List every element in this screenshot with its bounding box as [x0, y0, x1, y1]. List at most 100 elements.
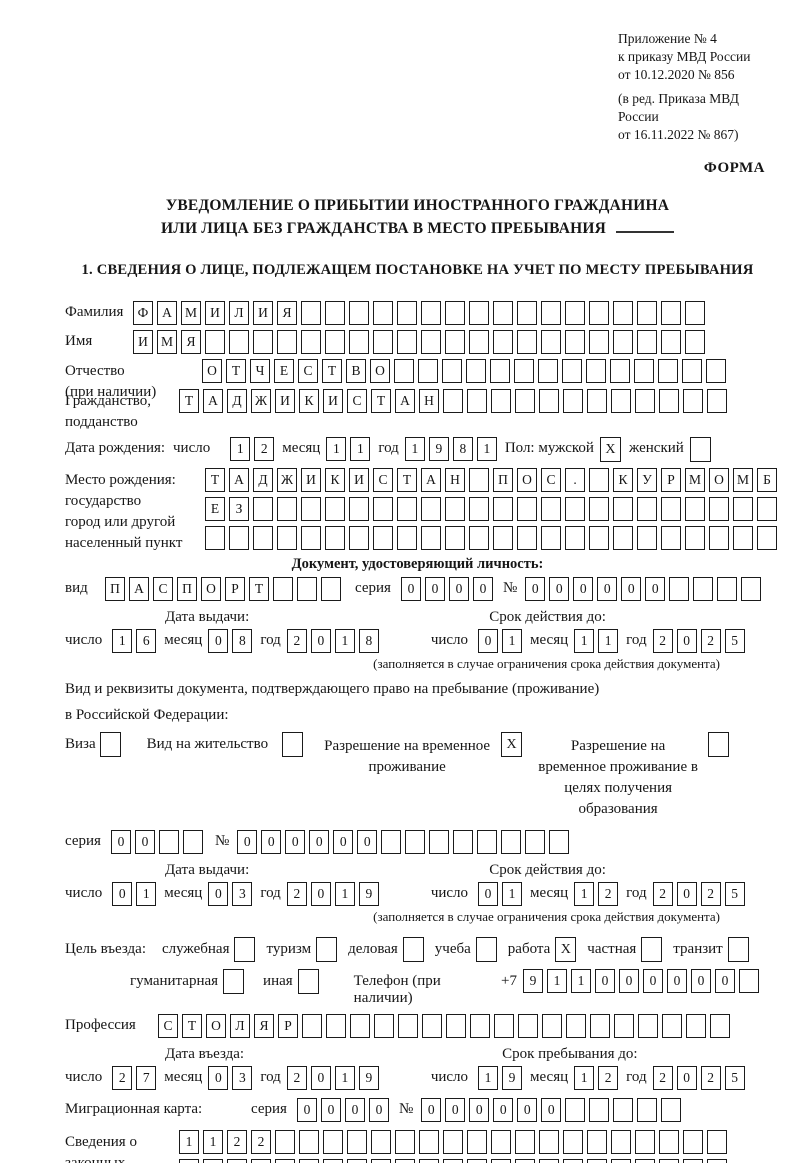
- form-cell: [635, 1130, 655, 1154]
- profession-label: Профессия: [65, 1017, 136, 1033]
- form-cell: [613, 301, 633, 325]
- form-cell: Т: [182, 1014, 202, 1038]
- form-cell: 7: [136, 1066, 157, 1090]
- form-cell: [395, 1159, 415, 1163]
- form-cell: К: [325, 468, 345, 492]
- form-cell: [205, 330, 225, 354]
- form-cell: А: [395, 389, 415, 413]
- form-cell: 3: [232, 1066, 253, 1090]
- annex-line: к приказу МВД России: [618, 49, 751, 64]
- form-cell: 1: [350, 437, 371, 461]
- purpose-transit: транзит: [673, 937, 749, 962]
- form-cell: 9: [358, 882, 379, 906]
- section1-heading: 1. СВЕДЕНИЯ О ЛИЦЕ, ПОДЛЕЖАЩЕМ ПОСТАНОВК…: [81, 262, 754, 278]
- residence-doc-options: Виза Вид на жительство Разрешение на вре…: [65, 732, 770, 820]
- form-cell: [251, 1159, 271, 1163]
- form-cell: [661, 301, 681, 325]
- form-cell: [661, 526, 681, 550]
- form-cell: [371, 1159, 391, 1163]
- form-cell: 0: [676, 882, 697, 906]
- form-cell: 0: [478, 629, 499, 653]
- form-cell: [419, 1130, 439, 1154]
- form-cell: Т: [322, 359, 342, 383]
- form-cell: [494, 1014, 514, 1038]
- form-cell: 0: [445, 1098, 466, 1122]
- form-cell: [611, 1159, 631, 1163]
- form-cell: [549, 830, 570, 854]
- form-cell: С: [347, 389, 367, 413]
- form-cell: 0: [134, 830, 155, 854]
- form-cell: [325, 526, 345, 550]
- form-cell: [587, 1159, 607, 1163]
- form-cell: 0: [237, 830, 258, 854]
- form-cell: [542, 1014, 562, 1038]
- form-cell: [693, 577, 714, 601]
- form-cell: [443, 389, 463, 413]
- form-cell: В: [346, 359, 366, 383]
- form-cell: Ф: [133, 301, 153, 325]
- form-cell: [613, 1098, 634, 1122]
- form-cell: [518, 1014, 538, 1038]
- form-cell: 0: [472, 577, 493, 601]
- form-cell: 1: [547, 969, 567, 993]
- form-cell: 0: [676, 1066, 697, 1090]
- form-cell: [350, 1014, 370, 1038]
- residence-doc-intro2: в Российской Федерации:: [65, 707, 229, 723]
- form-cell: Ж: [277, 468, 297, 492]
- form-cell: 0: [448, 577, 469, 601]
- stay-until-label: Срок пребывания до:: [502, 1046, 638, 1062]
- sex-female-checkbox: [689, 437, 711, 462]
- form-cell: [563, 1130, 583, 1154]
- form-cell: 8: [232, 629, 253, 653]
- purpose-work-checkbox: X: [555, 937, 577, 962]
- form-cell: 0: [595, 969, 615, 993]
- form-cell: [541, 497, 561, 521]
- representatives-boxes-line2: [179, 1159, 727, 1163]
- visa-checkbox: [99, 732, 121, 757]
- form-cell: 0: [320, 1098, 341, 1122]
- form-cell: [589, 497, 609, 521]
- form-cell: 2: [652, 1066, 673, 1090]
- form-cell: [429, 830, 450, 854]
- form-cell: [273, 577, 293, 601]
- form-cell: [589, 468, 609, 492]
- form-cell: М: [733, 468, 753, 492]
- purpose-business-checkbox: [402, 937, 424, 962]
- form-cell: [611, 1130, 631, 1154]
- form-cell: [491, 1159, 511, 1163]
- form-cell: Л: [229, 301, 249, 325]
- form-cell: [397, 497, 417, 521]
- form-cell: [325, 301, 345, 325]
- form-cell: Р: [225, 577, 245, 601]
- form-cell: [661, 497, 681, 521]
- form-cell: [301, 497, 321, 521]
- form-cell: [491, 1130, 511, 1154]
- form-cell: [397, 526, 417, 550]
- purpose-private-checkbox: [641, 937, 663, 962]
- form-cell: [757, 526, 777, 550]
- form-cell: [707, 389, 727, 413]
- form-cell: А: [421, 468, 441, 492]
- form-cell: [589, 1098, 610, 1122]
- surname-label: Фамилия: [65, 304, 124, 320]
- form-cell: 0: [110, 830, 131, 854]
- form-cell: [373, 301, 393, 325]
- form-cell: [541, 526, 561, 550]
- form-cell: 0: [643, 969, 663, 993]
- form-cell: [445, 330, 465, 354]
- form-cell: [659, 1130, 679, 1154]
- form-cell: О: [206, 1014, 226, 1038]
- form-cell: 0: [478, 882, 499, 906]
- doc-number-sign: №: [502, 580, 518, 596]
